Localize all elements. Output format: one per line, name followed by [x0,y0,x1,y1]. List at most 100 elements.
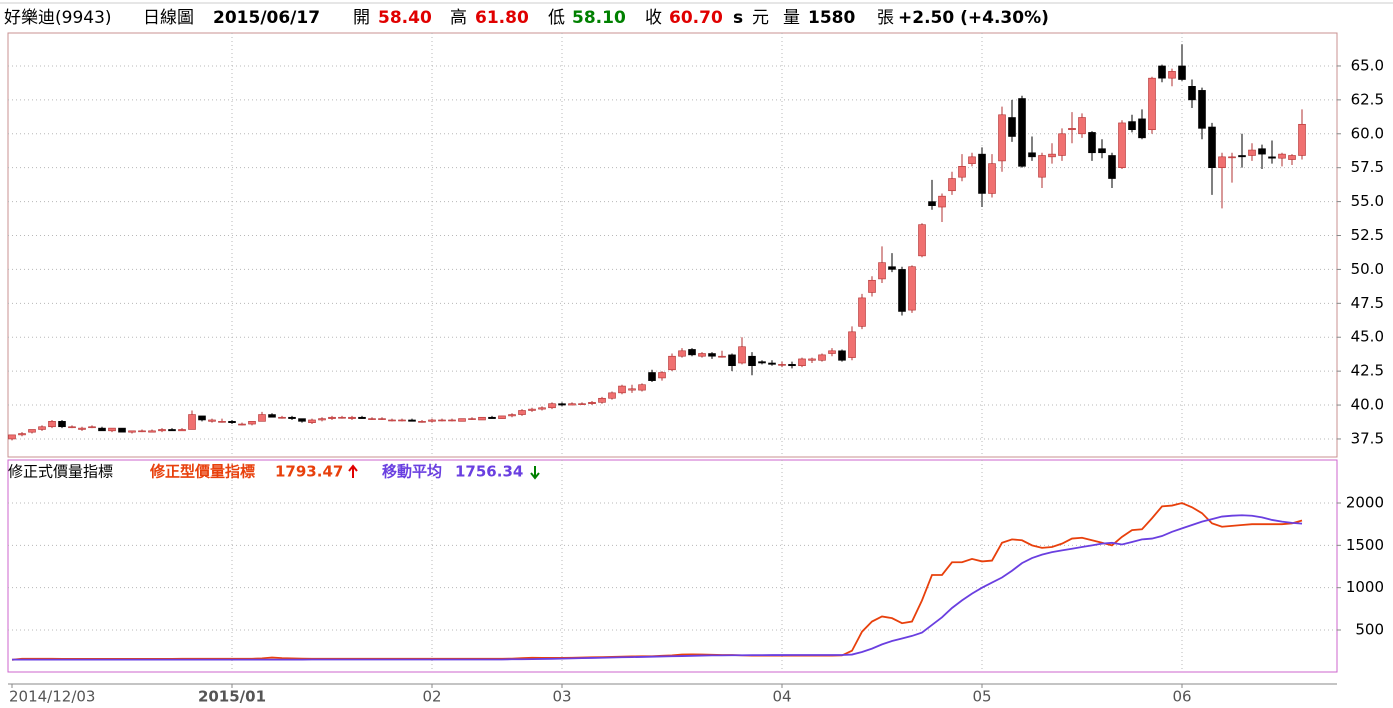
candle-body [638,384,646,391]
candle-body [318,418,326,421]
candle-body [38,426,46,430]
y-tick-label: 65.0 [1351,56,1384,74]
candle-body [118,427,126,433]
candle-body [98,427,106,432]
candle-body [338,416,346,419]
candle-body [148,430,156,433]
x-tick-label: 03 [552,688,571,706]
candle-body [1008,117,1016,137]
volume: 1580 [808,8,855,28]
candle-body [538,407,546,410]
indicator-line [12,514,1303,661]
candle-body [838,350,846,361]
candle-body [798,358,806,367]
x-tick-label: 2014/12/03 [9,688,95,706]
candle-body [778,364,786,366]
candle-body [608,392,616,399]
x-tick-label: 05 [972,688,991,706]
candle-body [1088,132,1096,154]
candle-body [858,297,866,327]
candle-body [688,349,696,356]
candle-body [668,355,676,371]
candle-body [508,414,516,417]
candle-body [878,262,886,280]
candle-body [998,114,1006,162]
candle-body [928,201,936,206]
candle-body [178,429,186,432]
candle-body [108,427,116,432]
candle-body [138,430,146,433]
candle-body [768,362,776,365]
candle-body [498,415,506,419]
y-tick-label: 62.5 [1351,90,1384,108]
candle-body [1278,153,1286,159]
candle-body [308,419,316,423]
change: +2.50 (+4.30%) [898,8,1049,28]
indicator-panel [7,459,1338,673]
candle-body [478,416,486,421]
candle-body [1138,118,1146,139]
indicator-title: 修正式價量指標 [8,463,113,481]
candle-body [988,163,996,194]
candle-body [1288,155,1296,160]
candle-body [1158,65,1166,79]
price-panel [7,32,1338,458]
legend-entry: 修正型價量指標 [149,463,255,481]
y-tick-label: 1000 [1346,578,1384,596]
candle-body [528,408,536,411]
candle-body [228,421,236,423]
open: 58.40 [378,8,432,28]
candle-body [578,403,586,405]
candle-body [1228,156,1236,159]
candle-body [198,415,206,421]
x-tick-label: 04 [772,688,791,706]
candle-body [548,403,556,409]
candle-body [418,421,426,423]
candle-body [128,430,136,433]
candle-body [1128,121,1136,131]
candle-body [898,269,906,312]
candle-body [248,421,256,425]
y-tick-label: 60.0 [1351,124,1384,142]
volume-label: 量 [783,8,800,28]
candle-body [238,423,246,426]
legend-value: 1756.34 [455,463,523,481]
candle-body [1208,126,1216,168]
candle-body [788,364,796,367]
legend-entry: 移動平均 [382,463,442,481]
y-tick-label: 1500 [1346,536,1384,554]
candle-body [448,419,456,422]
candle-body [458,418,466,422]
candle-body [298,418,306,422]
candle-body [348,416,356,419]
candle-body [1268,156,1276,159]
candle-body [218,421,226,423]
high: 61.80 [475,8,529,28]
candle-body [728,354,736,367]
candle-body [1068,128,1076,131]
indicator-line [11,502,1303,661]
candle-body [1248,149,1256,156]
candle-body [598,397,606,403]
candle-body [978,153,986,194]
candle-body [648,372,656,381]
candle-body [808,358,816,361]
period: 日線圖 [143,8,194,28]
candle-body [468,418,476,420]
date: 2015/06/17 [213,8,320,28]
candle-body [1028,152,1036,158]
candle-body [1018,98,1026,167]
candle-body [558,403,566,406]
unit: 元 [752,8,769,28]
volume-unit: 張 [877,8,894,28]
candle-body [818,354,826,361]
candle-body [888,266,896,270]
candle-body [518,410,526,415]
candle-body [968,156,976,164]
candle-body [388,419,396,422]
candle-body [658,372,666,379]
candle-body [58,421,66,428]
candle-body [718,355,726,358]
x-tick-label: 06 [1172,688,1191,706]
y-tick-label: 37.5 [1351,429,1384,447]
